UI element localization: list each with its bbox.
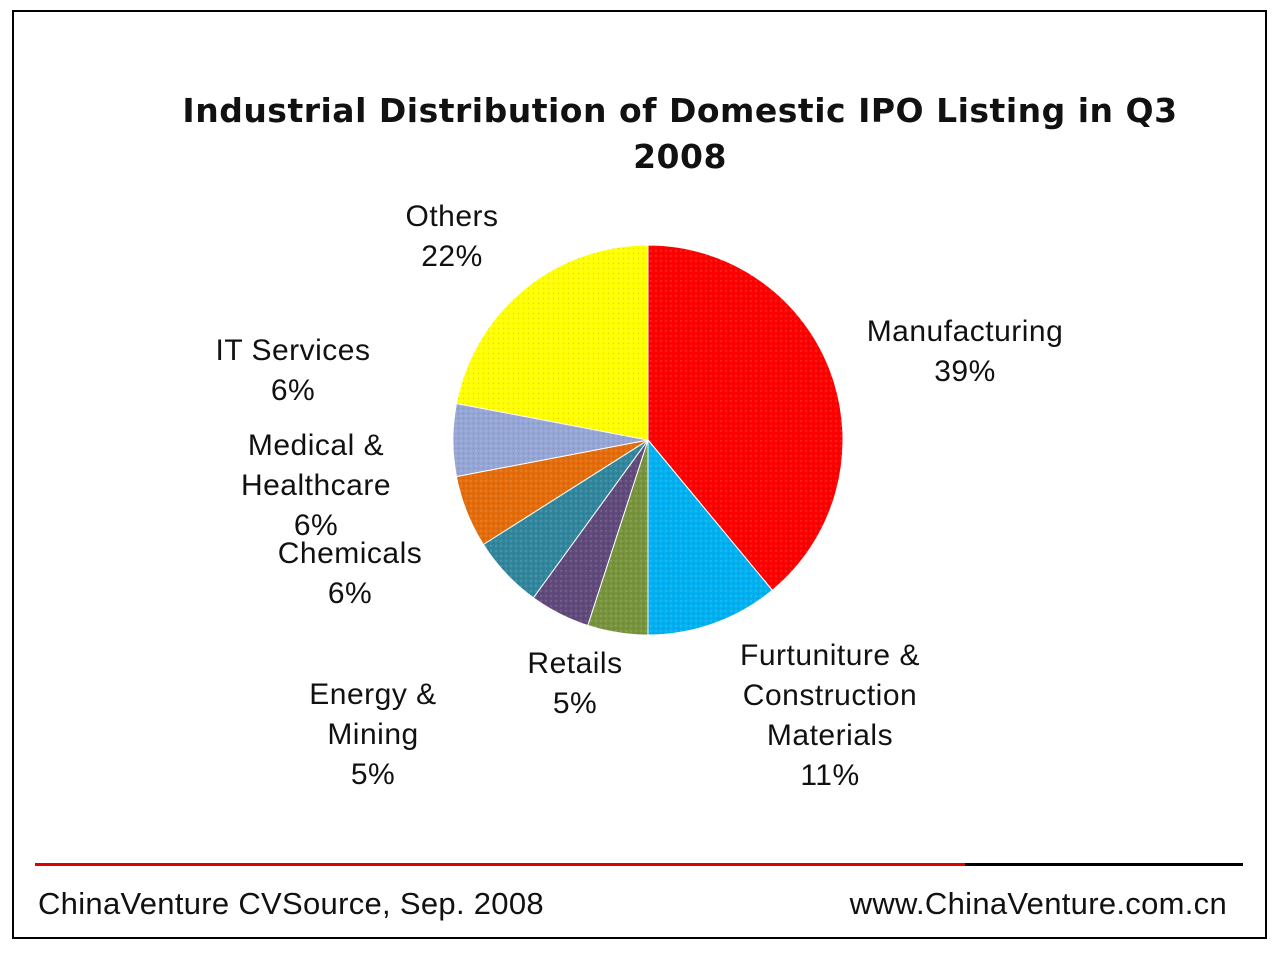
- pie-slice-texture-manufacturing: [648, 245, 844, 591]
- footer-rule-red: [35, 863, 965, 866]
- slice-percent: 6%: [293, 509, 339, 542]
- slice-label-text: Medical &: [247, 429, 385, 462]
- slice-percent: 22%: [421, 240, 483, 273]
- slice-percent: 5%: [552, 687, 598, 720]
- chart-title: Industrial Distribution of Domestic IPO …: [140, 88, 1220, 180]
- slice-label-chemicals: Chemicals 6%: [278, 534, 423, 614]
- slice-label-text: Chemicals: [277, 537, 423, 570]
- chart-title-line-1: Industrial Distribution of Domestic IPO …: [182, 91, 1178, 130]
- slice-label-others: Others 22%: [405, 197, 498, 277]
- pie-slice-texture-it-services: [452, 403, 648, 477]
- pie-slice-texture-energy-mining: [533, 440, 648, 626]
- slice-percent: 39%: [934, 355, 996, 388]
- source-note: ChinaVenture CVSource, Sep. 2008: [38, 886, 544, 921]
- slice-label-retails: Retails 5%: [527, 644, 622, 724]
- pie-slice-texture-medical-healthcare: [456, 440, 648, 545]
- slice-label-text: Retails: [527, 647, 623, 680]
- slice-percent: 5%: [350, 758, 396, 791]
- pie-slice-texture-chemicals: [483, 440, 648, 598]
- slice-label-text: Others: [405, 200, 499, 233]
- slice-label-medical-healthcare: Medical & Healthcare 6%: [241, 426, 391, 546]
- slice-percent: 11%: [800, 759, 860, 792]
- slice-label-text: Mining: [327, 718, 419, 751]
- website-link[interactable]: www.ChinaVenture.com.cn: [849, 886, 1227, 921]
- footer-rule-black: [965, 863, 1243, 866]
- pie-slice-texture-others: [456, 245, 648, 440]
- chart-title-line-2: 2008: [633, 137, 727, 176]
- slice-label-it-services: IT Services 6%: [216, 331, 371, 411]
- slice-label-text: Healthcare: [240, 469, 392, 502]
- slice-label-furtuniture-construction-materials: Furtuniture & Construction Materials 11%: [740, 636, 920, 796]
- slice-label-text: Construction: [742, 679, 918, 712]
- slice-percent: 6%: [270, 374, 316, 407]
- slice-percent: 6%: [327, 577, 373, 610]
- slice-label-text: Manufacturing: [866, 315, 1064, 348]
- pie-slice-texture-retails: [587, 440, 648, 635]
- slice-label-energy-mining: Energy & Mining 5%: [309, 675, 436, 795]
- slice-label-text: Furtuniture &: [740, 639, 920, 672]
- slice-label-text: Energy &: [309, 678, 437, 711]
- slice-label-text: IT Services: [215, 334, 371, 367]
- pie-slice-texture-furtuniture-construction-materials: [648, 440, 773, 635]
- slice-label-manufacturing: Manufacturing 39%: [867, 312, 1064, 392]
- slice-label-text: Materials: [766, 719, 894, 752]
